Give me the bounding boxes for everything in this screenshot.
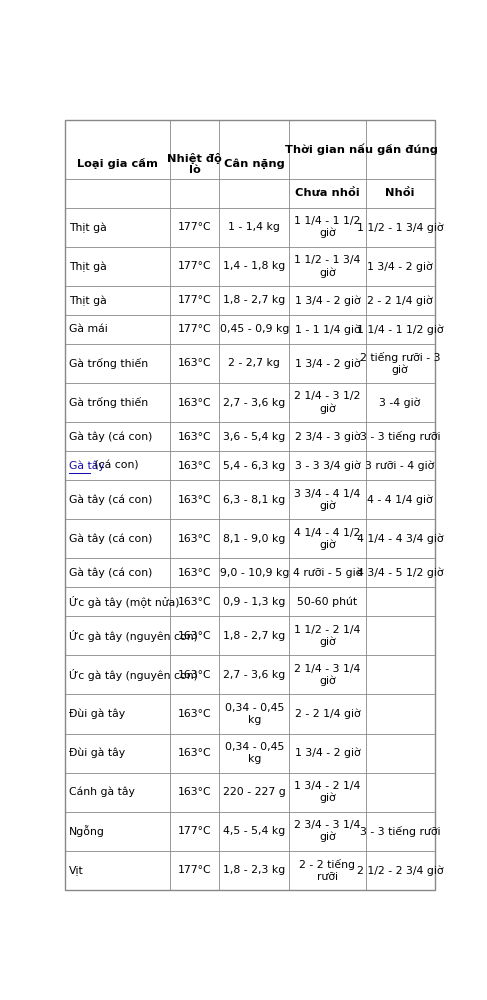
Text: Ngỗng: Ngỗng bbox=[69, 825, 105, 837]
Text: 177°C: 177°C bbox=[178, 222, 212, 232]
Text: 177°C: 177°C bbox=[178, 826, 212, 836]
Text: 0,34 - 0,45
kg: 0,34 - 0,45 kg bbox=[225, 703, 284, 725]
Text: 177°C: 177°C bbox=[178, 324, 212, 334]
Text: 4 3/4 - 5 1/2 giờ: 4 3/4 - 5 1/2 giờ bbox=[357, 568, 443, 578]
Text: Ức gà tây (nguyên con): Ức gà tây (nguyên con) bbox=[69, 669, 198, 681]
Text: Thịt gà: Thịt gà bbox=[69, 261, 107, 272]
Text: 3 - 3 tiếng rưỡi: 3 - 3 tiếng rưỡi bbox=[360, 826, 440, 837]
Text: Chưa nhồi: Chưa nhồi bbox=[295, 188, 360, 198]
Text: 1,4 - 1,8 kg: 1,4 - 1,8 kg bbox=[223, 261, 285, 271]
Text: 163°C: 163°C bbox=[178, 534, 212, 544]
Text: 1 1/2 - 1 3/4
giờ: 1 1/2 - 1 3/4 giờ bbox=[294, 255, 360, 278]
Text: 163°C: 163°C bbox=[178, 597, 212, 607]
Text: Gà tây (cá con): Gà tây (cá con) bbox=[69, 494, 152, 505]
Text: 3,6 - 5,4 kg: 3,6 - 5,4 kg bbox=[223, 432, 285, 442]
Text: 3 - 3 3/4 giờ: 3 - 3 3/4 giờ bbox=[295, 460, 360, 471]
Text: 1 1/4 - 1 1/2
giờ: 1 1/4 - 1 1/2 giờ bbox=[294, 216, 360, 238]
Text: 177°C: 177°C bbox=[178, 261, 212, 271]
Text: Nhiệt độ
lò: Nhiệt độ lò bbox=[168, 153, 222, 175]
Text: 1 1/4 - 1 1/2 giờ: 1 1/4 - 1 1/2 giờ bbox=[357, 324, 443, 335]
Text: Gà trống thiến: Gà trống thiến bbox=[69, 397, 149, 408]
Text: 3 rưỡi - 4 giờ: 3 rưỡi - 4 giờ bbox=[365, 460, 435, 471]
Text: 163°C: 163°C bbox=[178, 358, 212, 368]
Text: 3 -4 giờ: 3 -4 giờ bbox=[379, 397, 421, 408]
Text: Gà trống thiến: Gà trống thiến bbox=[69, 358, 149, 369]
Text: 163°C: 163°C bbox=[178, 568, 212, 578]
Text: Gà tây (cá con): Gà tây (cá con) bbox=[69, 431, 152, 442]
Text: 163°C: 163°C bbox=[178, 787, 212, 797]
Text: 1 3/4 - 2 1/4
giờ: 1 3/4 - 2 1/4 giờ bbox=[294, 781, 360, 803]
Text: 2 - 2 1/4 giờ: 2 - 2 1/4 giờ bbox=[295, 709, 360, 719]
Text: Gà tây (cá con): Gà tây (cá con) bbox=[69, 534, 152, 544]
Text: 3 - 3 tiếng rưỡi: 3 - 3 tiếng rưỡi bbox=[360, 431, 440, 442]
Text: 6,3 - 8,1 kg: 6,3 - 8,1 kg bbox=[223, 495, 285, 505]
Text: Đùi gà tây: Đùi gà tây bbox=[69, 748, 125, 758]
Text: (cá con): (cá con) bbox=[91, 461, 138, 471]
Text: 1,8 - 2,3 kg: 1,8 - 2,3 kg bbox=[223, 865, 285, 875]
Text: 4,5 - 5,4 kg: 4,5 - 5,4 kg bbox=[223, 826, 285, 836]
Text: Ức gà tây (nguyên con): Ức gà tây (nguyên con) bbox=[69, 630, 198, 642]
Text: 2 3/4 - 3 1/4
giờ: 2 3/4 - 3 1/4 giờ bbox=[294, 820, 360, 842]
Text: 0,9 - 1,3 kg: 0,9 - 1,3 kg bbox=[223, 597, 285, 607]
Text: 1 3/4 - 2 giờ: 1 3/4 - 2 giờ bbox=[295, 295, 360, 306]
Text: 1 1/2 - 2 1/4
giờ: 1 1/2 - 2 1/4 giờ bbox=[294, 625, 360, 647]
Text: 2,7 - 3,6 kg: 2,7 - 3,6 kg bbox=[223, 398, 285, 408]
Text: 1 - 1,4 kg: 1 - 1,4 kg bbox=[228, 222, 280, 232]
Text: Đùi gà tây: Đùi gà tây bbox=[69, 709, 125, 719]
Text: 163°C: 163°C bbox=[178, 432, 212, 442]
Text: 4 1/4 - 4 3/4 giờ: 4 1/4 - 4 3/4 giờ bbox=[357, 534, 443, 544]
Text: Nhồi: Nhồi bbox=[385, 188, 415, 198]
Text: 1 1/2 - 1 3/4 giờ: 1 1/2 - 1 3/4 giờ bbox=[357, 222, 443, 233]
Text: 8,1 - 9,0 kg: 8,1 - 9,0 kg bbox=[223, 534, 285, 544]
Text: 1,8 - 2,7 kg: 1,8 - 2,7 kg bbox=[223, 295, 285, 305]
Text: 163°C: 163°C bbox=[178, 631, 212, 641]
Text: 177°C: 177°C bbox=[178, 295, 212, 305]
Text: Loại gia cầm: Loại gia cầm bbox=[77, 158, 158, 169]
Text: 5,4 - 6,3 kg: 5,4 - 6,3 kg bbox=[223, 461, 285, 471]
Text: 2 tiếng rưỡi - 3
giờ: 2 tiếng rưỡi - 3 giờ bbox=[360, 352, 440, 375]
Text: 163°C: 163°C bbox=[178, 748, 212, 758]
Text: Vịt: Vịt bbox=[69, 865, 84, 875]
Text: 2 - 2 1/4 giờ: 2 - 2 1/4 giờ bbox=[367, 295, 433, 306]
Text: 0,34 - 0,45
kg: 0,34 - 0,45 kg bbox=[225, 742, 284, 764]
Text: 1 3/4 - 2 giờ: 1 3/4 - 2 giờ bbox=[295, 748, 360, 758]
Text: 2 1/2 - 2 3/4 giờ: 2 1/2 - 2 3/4 giờ bbox=[357, 865, 443, 876]
Text: 2 - 2 tiếng
rưỡi: 2 - 2 tiếng rưỡi bbox=[300, 859, 356, 882]
Text: 4 rưỡi - 5 giờ: 4 rưỡi - 5 giờ bbox=[293, 568, 362, 578]
Text: 177°C: 177°C bbox=[178, 865, 212, 875]
Text: 163°C: 163°C bbox=[178, 709, 212, 719]
Text: 50-60 phút: 50-60 phút bbox=[298, 597, 357, 607]
Text: 3 3/4 - 4 1/4
giờ: 3 3/4 - 4 1/4 giờ bbox=[294, 489, 360, 511]
Text: 2 3/4 - 3 giờ: 2 3/4 - 3 giờ bbox=[295, 431, 360, 442]
Text: 163°C: 163°C bbox=[178, 495, 212, 505]
Text: 163°C: 163°C bbox=[178, 461, 212, 471]
Text: 1 3/4 - 2 giờ: 1 3/4 - 2 giờ bbox=[295, 358, 360, 369]
Text: 163°C: 163°C bbox=[178, 670, 212, 680]
Text: Thịt gà: Thịt gà bbox=[69, 222, 107, 233]
Text: 1 - 1 1/4 giờ: 1 - 1 1/4 giờ bbox=[295, 324, 360, 335]
Text: Gà tây: Gà tây bbox=[69, 460, 105, 471]
Text: Cân nặng: Cân nặng bbox=[224, 159, 285, 169]
Text: 163°C: 163°C bbox=[178, 398, 212, 408]
Text: Thịt gà: Thịt gà bbox=[69, 295, 107, 306]
Text: Gà mái: Gà mái bbox=[69, 324, 108, 334]
Text: 1,8 - 2,7 kg: 1,8 - 2,7 kg bbox=[223, 631, 285, 641]
Text: 1 3/4 - 2 giờ: 1 3/4 - 2 giờ bbox=[367, 261, 433, 272]
Text: 2,7 - 3,6 kg: 2,7 - 3,6 kg bbox=[223, 670, 285, 680]
Text: 4 1/4 - 4 1/2
giờ: 4 1/4 - 4 1/2 giờ bbox=[294, 528, 360, 550]
Text: 4 - 4 1/4 giờ: 4 - 4 1/4 giờ bbox=[367, 494, 433, 505]
Text: 2 1/4 - 3 1/4
giờ: 2 1/4 - 3 1/4 giờ bbox=[294, 664, 360, 686]
Text: Gà tây (cá con): Gà tây (cá con) bbox=[69, 568, 152, 578]
Text: Cánh gà tây: Cánh gà tây bbox=[69, 787, 135, 797]
Text: 2 - 2,7 kg: 2 - 2,7 kg bbox=[228, 358, 280, 368]
Text: Thời gian nấu gần đúng: Thời gian nấu gần đúng bbox=[285, 144, 438, 155]
Text: 9,0 - 10,9 kg: 9,0 - 10,9 kg bbox=[220, 568, 289, 578]
Text: 220 - 227 g: 220 - 227 g bbox=[223, 787, 286, 797]
Text: 0,45 - 0,9 kg: 0,45 - 0,9 kg bbox=[220, 324, 289, 334]
Text: Ức gà tây (một nửa): Ức gà tây (một nửa) bbox=[69, 596, 180, 608]
Text: 2 1/4 - 3 1/2
giờ: 2 1/4 - 3 1/2 giờ bbox=[294, 391, 360, 414]
